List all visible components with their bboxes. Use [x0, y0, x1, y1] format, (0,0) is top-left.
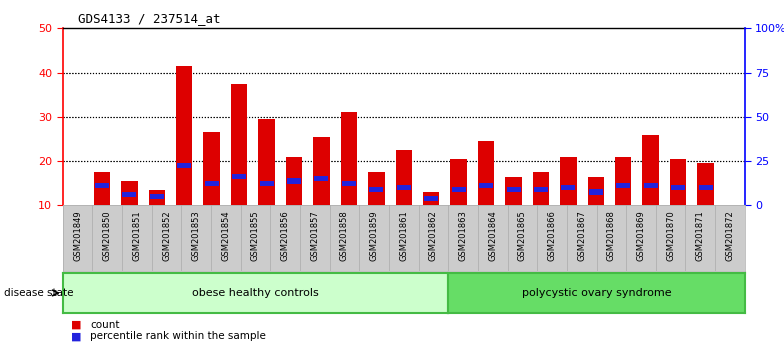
- Bar: [177, 163, 191, 168]
- Text: obese healthy controls: obese healthy controls: [192, 288, 319, 298]
- Text: GSM201855: GSM201855: [251, 211, 260, 261]
- Bar: [150, 194, 164, 199]
- Bar: [423, 192, 439, 205]
- Bar: [342, 181, 356, 186]
- Bar: [176, 66, 193, 205]
- Bar: [231, 84, 248, 205]
- Bar: [452, 187, 466, 193]
- Text: GSM201853: GSM201853: [191, 211, 201, 261]
- Text: GSM201851: GSM201851: [132, 211, 141, 261]
- Bar: [644, 183, 658, 188]
- Text: GSM201858: GSM201858: [340, 211, 349, 261]
- Text: GSM201861: GSM201861: [399, 211, 408, 261]
- Bar: [341, 113, 358, 205]
- Bar: [205, 181, 219, 186]
- Text: ■: ■: [71, 331, 81, 341]
- Text: GSM201869: GSM201869: [637, 211, 645, 261]
- Bar: [122, 192, 136, 197]
- Text: GSM201870: GSM201870: [666, 211, 675, 261]
- Bar: [314, 137, 330, 205]
- Bar: [642, 135, 659, 205]
- Bar: [396, 150, 412, 205]
- Bar: [94, 172, 111, 205]
- Bar: [368, 172, 385, 205]
- Text: GSM201864: GSM201864: [488, 211, 497, 261]
- Bar: [534, 187, 548, 193]
- Text: GSM201865: GSM201865: [518, 211, 527, 261]
- Text: percentile rank within the sample: percentile rank within the sample: [90, 331, 266, 341]
- Bar: [450, 159, 466, 205]
- Text: GSM201867: GSM201867: [577, 211, 586, 262]
- Text: GSM201854: GSM201854: [221, 211, 230, 261]
- Text: count: count: [90, 320, 120, 330]
- Bar: [587, 177, 604, 205]
- Bar: [424, 196, 438, 201]
- Bar: [699, 185, 713, 190]
- Bar: [259, 119, 275, 205]
- Bar: [397, 185, 411, 190]
- Bar: [479, 183, 493, 188]
- Text: GSM201857: GSM201857: [310, 211, 319, 261]
- Text: GSM201863: GSM201863: [459, 211, 467, 262]
- Bar: [477, 141, 494, 205]
- Bar: [615, 156, 631, 205]
- Text: GSM201850: GSM201850: [103, 211, 111, 261]
- Bar: [260, 181, 274, 186]
- Text: GSM201872: GSM201872: [725, 211, 735, 261]
- Text: GSM201856: GSM201856: [281, 211, 289, 261]
- Text: GDS4133 / 237514_at: GDS4133 / 237514_at: [78, 12, 221, 25]
- Text: GSM201862: GSM201862: [429, 211, 438, 261]
- Bar: [122, 181, 138, 205]
- Bar: [697, 163, 713, 205]
- Text: ■: ■: [71, 320, 81, 330]
- Text: disease state: disease state: [4, 288, 74, 298]
- Bar: [204, 132, 220, 205]
- Text: GSM201868: GSM201868: [607, 211, 616, 262]
- Bar: [506, 187, 521, 193]
- Bar: [232, 174, 246, 179]
- Bar: [532, 172, 549, 205]
- Text: GSM201871: GSM201871: [696, 211, 705, 261]
- Bar: [287, 178, 301, 184]
- Bar: [589, 189, 603, 195]
- Text: GSM201849: GSM201849: [73, 211, 82, 261]
- Text: GSM201866: GSM201866: [547, 211, 557, 262]
- Bar: [95, 183, 109, 188]
- Bar: [149, 190, 165, 205]
- Bar: [670, 159, 686, 205]
- Bar: [505, 177, 521, 205]
- Bar: [314, 176, 328, 181]
- Bar: [286, 156, 303, 205]
- Bar: [671, 185, 685, 190]
- Text: GSM201859: GSM201859: [369, 211, 379, 261]
- Bar: [369, 187, 383, 193]
- Bar: [561, 185, 575, 190]
- Text: polycystic ovary syndrome: polycystic ovary syndrome: [521, 288, 671, 298]
- Text: GSM201852: GSM201852: [162, 211, 171, 261]
- Bar: [560, 156, 576, 205]
- Bar: [616, 183, 630, 188]
